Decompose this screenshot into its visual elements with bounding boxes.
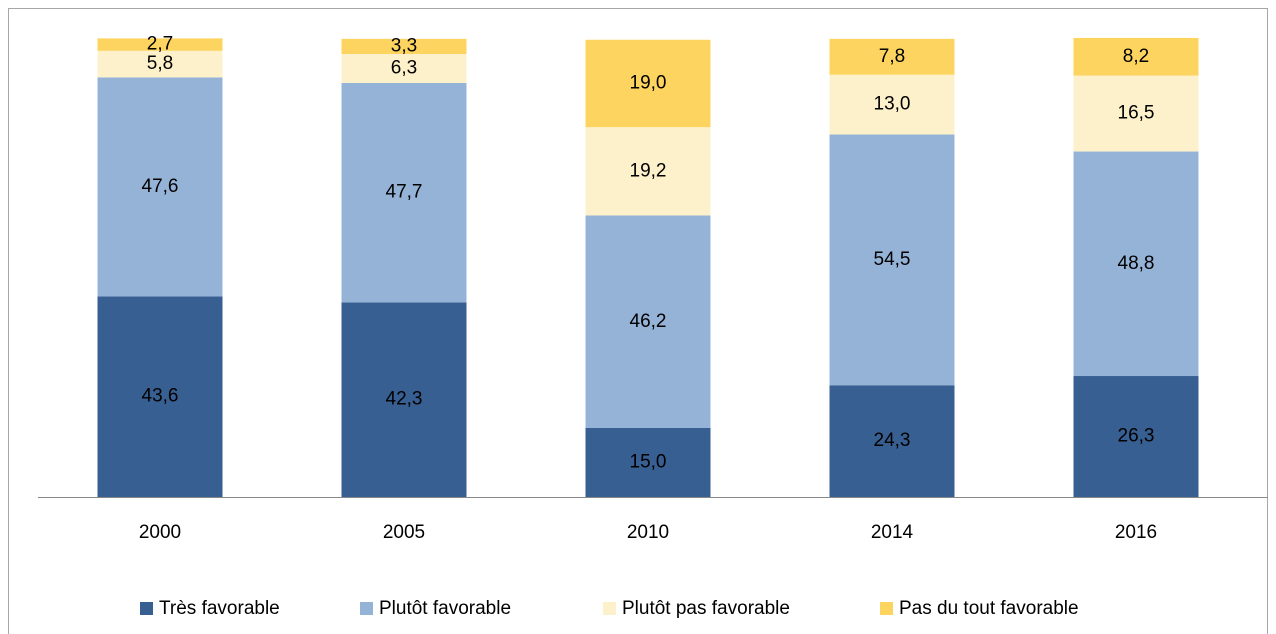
- bar-segment: [829, 134, 955, 386]
- bar-segment: [97, 296, 223, 497]
- legend-swatch: [360, 602, 373, 615]
- legend-label: Plutôt pas favorable: [622, 598, 790, 619]
- data-label: 2,7: [147, 34, 173, 55]
- data-label: 43,6: [142, 386, 179, 407]
- data-label: 19,2: [630, 160, 667, 181]
- bar-segment: [341, 83, 467, 303]
- bar-segment: [341, 302, 467, 497]
- x-tick-label: 2010: [627, 522, 669, 543]
- bar-segment: [97, 77, 223, 297]
- legend-label: Plutôt favorable: [379, 598, 511, 619]
- bar-segment: [829, 74, 955, 135]
- legend-swatch: [603, 602, 616, 615]
- legend-label: Pas du tout favorable: [899, 598, 1079, 619]
- legend-label: Très favorable: [159, 598, 280, 619]
- data-label: 42,3: [386, 389, 423, 410]
- bar-segment: [1073, 37, 1199, 76]
- legend-swatch: [880, 602, 893, 615]
- bar-segment: [1073, 151, 1199, 377]
- bar-segment: [341, 38, 467, 55]
- bar-segment: [585, 39, 711, 128]
- data-label: 13,0: [874, 94, 911, 115]
- x-tick-label: 2005: [383, 522, 425, 543]
- bar-segment: [1073, 75, 1199, 152]
- bar-segment: [97, 50, 223, 78]
- bar-segment: [585, 428, 711, 497]
- bar-segment: [829, 38, 955, 75]
- data-label: 47,6: [142, 176, 179, 197]
- data-label: 8,2: [1123, 46, 1149, 67]
- bar-segment: [829, 385, 955, 497]
- data-label: 24,3: [874, 430, 911, 451]
- bar-segment: [341, 54, 467, 83]
- data-label: 46,2: [630, 311, 667, 332]
- data-label: 47,7: [386, 182, 423, 203]
- data-label: 26,3: [1118, 426, 1155, 447]
- data-label: 15,0: [630, 452, 667, 473]
- data-label: 7,8: [879, 46, 905, 67]
- bar-segment: [585, 215, 711, 428]
- bar-segment: [585, 127, 711, 216]
- data-label: 6,3: [391, 58, 417, 79]
- data-label: 5,8: [147, 53, 173, 74]
- chart-frame: [8, 8, 1268, 634]
- legend-swatch: [140, 602, 153, 615]
- data-label: 16,5: [1118, 103, 1155, 124]
- bar-segment: [1073, 376, 1199, 497]
- data-label: 54,5: [874, 249, 911, 270]
- x-tick-label: 2014: [871, 522, 914, 543]
- x-tick-label: 2016: [1115, 522, 1157, 543]
- bar-segment: [97, 38, 223, 51]
- data-label: 3,3: [391, 35, 417, 56]
- x-tick-label: 2000: [139, 522, 181, 543]
- data-label: 48,8: [1118, 253, 1155, 274]
- data-label: 19,0: [630, 72, 667, 93]
